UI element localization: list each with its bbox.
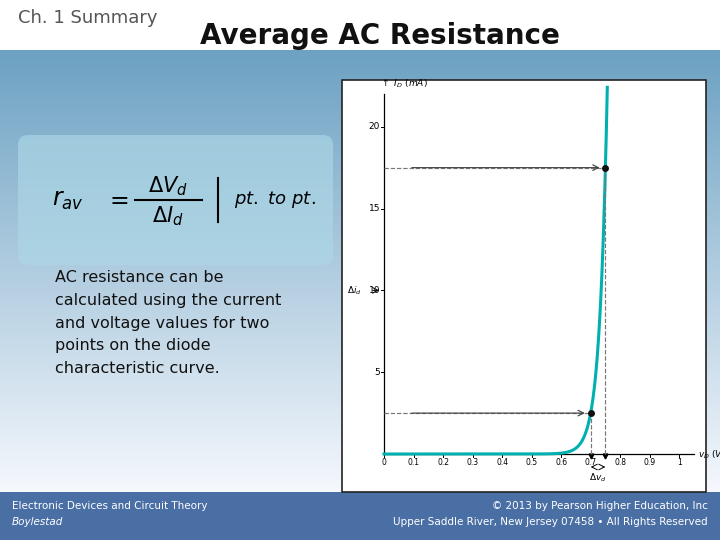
Text: $\uparrow\ I_D\ (mA)$: $\uparrow\ I_D\ (mA)$ (380, 78, 428, 90)
Text: 0.4: 0.4 (496, 458, 508, 467)
Text: 20: 20 (369, 122, 380, 131)
Text: 0.6: 0.6 (555, 458, 567, 467)
Text: $pt.\ to\ pt.$: $pt.\ to\ pt.$ (234, 190, 316, 211)
Text: 0.5: 0.5 (526, 458, 538, 467)
Text: 15: 15 (369, 204, 380, 213)
Text: $\Delta i_d$: $\Delta i_d$ (347, 284, 362, 296)
Text: Ch. 1 Summary: Ch. 1 Summary (18, 9, 158, 27)
Text: 1: 1 (677, 458, 682, 467)
Text: Upper Saddle River, New Jersey 07458 • All Rights Reserved: Upper Saddle River, New Jersey 07458 • A… (393, 517, 708, 527)
Text: $r_{av}$: $r_{av}$ (52, 188, 84, 212)
Text: 5: 5 (374, 368, 380, 377)
Text: $v_D\ (V)$: $v_D\ (V)$ (698, 449, 720, 461)
Text: 0.1: 0.1 (408, 458, 420, 467)
Text: AC resistance can be
calculated using the current
and voltage values for two
poi: AC resistance can be calculated using th… (55, 270, 282, 376)
FancyBboxPatch shape (18, 135, 333, 265)
Text: 0.8: 0.8 (614, 458, 626, 467)
Text: 0.7: 0.7 (585, 458, 597, 467)
Text: $\Delta V_d$: $\Delta V_d$ (148, 174, 188, 198)
Text: $=$: $=$ (105, 188, 129, 212)
Text: Boylestad: Boylestad (12, 517, 63, 527)
Text: $\Delta v_d$: $\Delta v_d$ (589, 472, 607, 484)
Bar (342, 80, 706, 492)
Text: $\Delta I_d$: $\Delta I_d$ (152, 204, 184, 228)
Text: Electronic Devices and Circuit Theory: Electronic Devices and Circuit Theory (12, 501, 207, 511)
Text: 0.9: 0.9 (644, 458, 656, 467)
Text: Average AC Resistance: Average AC Resistance (200, 22, 560, 50)
Text: 0.2: 0.2 (437, 458, 449, 467)
Text: 0.3: 0.3 (467, 458, 479, 467)
Text: © 2013 by Pearson Higher Education, Inc: © 2013 by Pearson Higher Education, Inc (492, 501, 708, 511)
Text: 10: 10 (369, 286, 380, 295)
Text: 0: 0 (382, 458, 387, 467)
